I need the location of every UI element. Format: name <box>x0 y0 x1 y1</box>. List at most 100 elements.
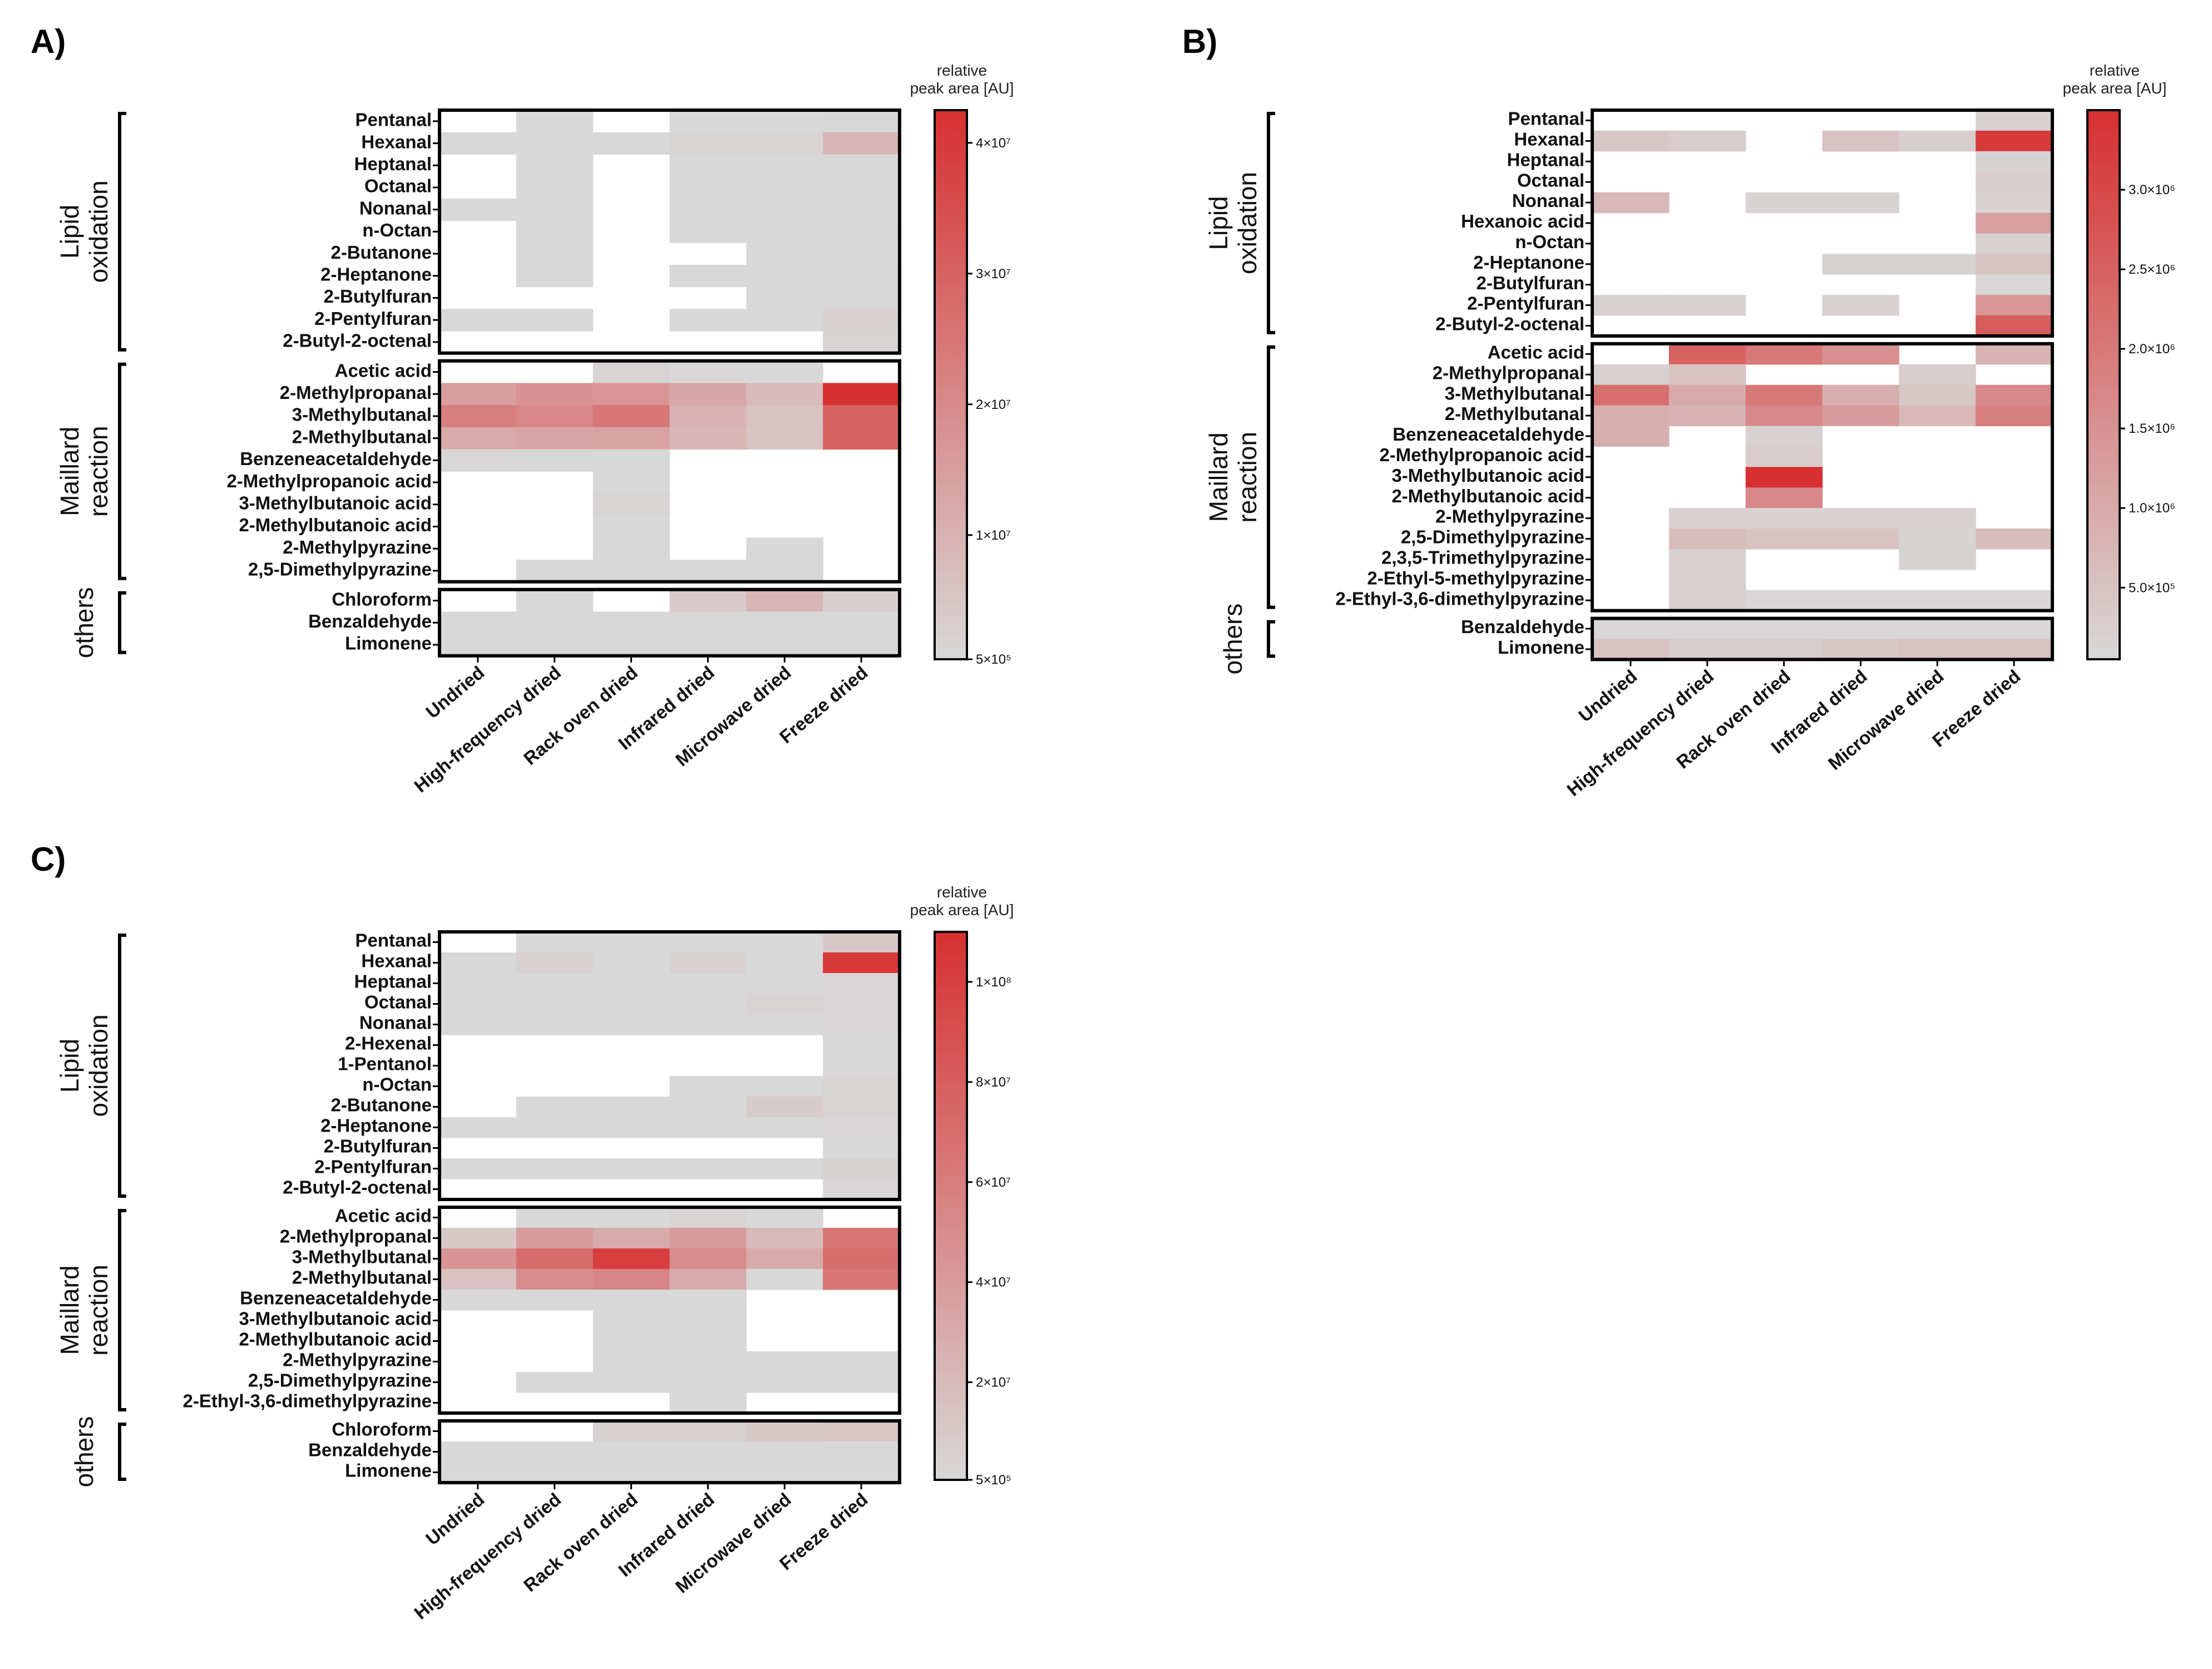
group-label: Maillardreaction <box>1204 432 1262 523</box>
heatmap-cell <box>516 1372 594 1393</box>
colorbar-tick-label: 4×10⁷ <box>976 136 1011 151</box>
group-label: Maillardreaction <box>55 426 113 517</box>
heatmap-cell <box>440 994 517 1015</box>
heatmap-cell <box>746 383 823 406</box>
heatmap-cell <box>516 1441 594 1463</box>
heatmap-cell <box>823 1014 900 1035</box>
heatmap-cell <box>516 973 594 994</box>
heatmap-cell <box>1668 569 1746 591</box>
row-label: Octanal <box>1517 170 1584 190</box>
heatmap-cell <box>669 110 747 133</box>
heatmap-cell <box>440 449 517 472</box>
heatmap-cell <box>746 932 823 953</box>
heatmap-cell <box>1899 254 1976 275</box>
row-label: Limonene <box>345 1460 432 1481</box>
group-label: Maillardreaction <box>55 1265 113 1356</box>
column-label: High-frequency dried <box>410 1489 565 1623</box>
row-label: 2-Ethyl-5-methylpyrazine <box>1367 567 1584 588</box>
heatmap-cell <box>823 1228 900 1249</box>
row-label: 2,5-Dimethylpyrazine <box>248 559 432 580</box>
heatmap-cell <box>823 110 900 133</box>
row-label: 2-Ethyl-3,6-dimethylpyrazine <box>183 1391 432 1411</box>
heatmap-cell <box>1976 151 2053 172</box>
heatmap-cell <box>1668 618 1746 640</box>
heatmap-cell <box>516 220 594 243</box>
heatmap-cell <box>1976 254 2053 275</box>
heatmap-cell <box>823 1248 900 1270</box>
row-label: Benzaldehyde <box>1461 616 1584 637</box>
row-label: Octanal <box>364 992 432 1013</box>
heatmap-cell <box>1592 192 1670 214</box>
heatmap-cell <box>1976 274 2053 295</box>
heatmap-cell <box>669 1290 747 1311</box>
heatmap-cell <box>1822 295 1899 316</box>
heatmap-cell <box>592 1117 670 1138</box>
heatmap-cell <box>440 132 517 155</box>
heatmap-cell <box>746 287 823 309</box>
heatmap-cell <box>669 1441 747 1463</box>
heatmap-cell <box>746 427 823 450</box>
heatmap-cell <box>516 1207 594 1228</box>
heatmap-cell <box>669 383 747 406</box>
heatmap-cell <box>823 952 900 974</box>
heatmap-cell <box>440 1117 517 1138</box>
heatmap-cell <box>746 1421 823 1442</box>
heatmap-cell <box>823 243 900 265</box>
heatmap-cell <box>592 1097 670 1118</box>
row-label: Hexanoic acid <box>1461 211 1584 231</box>
heatmap-cell <box>516 1158 594 1179</box>
heatmap-cell <box>823 198 900 221</box>
heatmap-cell <box>823 383 900 406</box>
heatmap-cell <box>592 994 670 1015</box>
heatmap-cell <box>746 1207 823 1228</box>
row-label: 2-Methylbutanoic acid <box>1391 486 1584 506</box>
heatmap-cell <box>823 1441 900 1463</box>
heatmap-cell <box>746 634 823 656</box>
heatmap-cell <box>746 994 823 1015</box>
row-label: Limonene <box>345 633 432 654</box>
heatmap-cell <box>516 405 594 428</box>
heatmap-cell <box>1822 254 1899 275</box>
heatmap-cell <box>440 1441 517 1463</box>
heatmap-cell <box>516 589 594 612</box>
group-bracket <box>1267 620 1275 658</box>
heatmap-cell <box>516 176 594 199</box>
heatmap-cell <box>746 1228 823 1249</box>
group-frame <box>438 1419 901 1484</box>
heatmap-cell <box>592 1269 670 1290</box>
row-label: 2-Butanone <box>331 1095 432 1115</box>
row-label: Limonene <box>1498 637 1584 658</box>
row-label: 2-Methylpropanal <box>280 1226 432 1247</box>
heatmap-cell <box>516 264 594 288</box>
heatmap-cell <box>669 1462 747 1483</box>
panel-label-b: B) <box>1182 23 1217 60</box>
heatmap-cell <box>440 1248 517 1270</box>
heatmap-cell <box>746 176 823 199</box>
heatmap-cell <box>1745 343 1823 365</box>
heatmap-cell <box>516 1248 594 1270</box>
heatmap-cell <box>1668 529 1746 550</box>
panel-label-a: A) <box>31 23 66 60</box>
heatmap-cell <box>746 1158 823 1179</box>
group-frame <box>438 359 901 584</box>
heatmap-cell <box>1745 446 1823 467</box>
heatmap-cell <box>440 309 517 332</box>
heatmap-cell <box>1668 130 1746 152</box>
heatmap-cell <box>516 1097 594 1118</box>
heatmap-cell <box>669 589 747 612</box>
heatmap-cell <box>1976 384 2053 406</box>
row-label: Benzeneacetaldehyde <box>240 448 432 469</box>
heatmap-cell <box>1668 549 1746 570</box>
heatmap-cell <box>669 1331 747 1352</box>
colorbar-tick-label: 1×10⁸ <box>976 975 1011 990</box>
row-label: Benzaldehyde <box>308 1440 432 1460</box>
heatmap-cell <box>669 1097 747 1118</box>
heatmap-cell <box>1976 213 2053 234</box>
row-label: 2-Pentylfuran <box>1467 293 1584 314</box>
colorbar-tick-label: 1.0×10⁶ <box>2129 501 2175 516</box>
heatmap-cell <box>516 1462 594 1483</box>
group-frame <box>1591 108 2054 338</box>
heatmap-cell <box>669 264 747 288</box>
heatmap-cell <box>823 287 900 309</box>
heatmap-cell <box>746 611 823 634</box>
